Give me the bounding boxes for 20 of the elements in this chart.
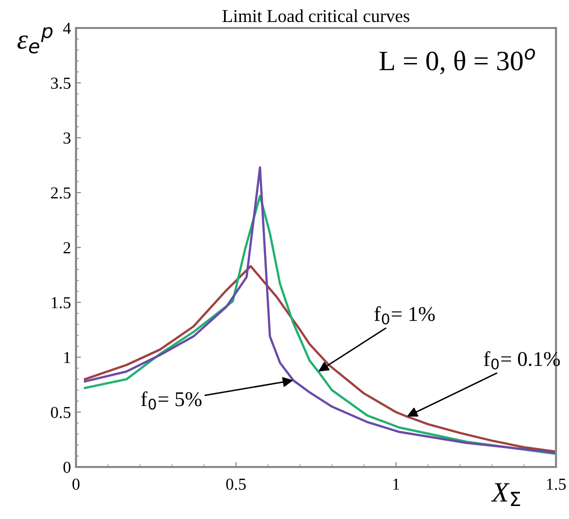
x-tick-label: 1	[393, 478, 400, 490]
x-tick-label: 1.5	[547, 478, 566, 490]
y-tick-label: 4	[63, 22, 71, 34]
annotation: f$_{0}$= 5%	[141, 391, 202, 410]
y-tick-label: 0.5	[50, 406, 70, 418]
annotation: f$_{0}$= 1%	[374, 306, 435, 324]
y-tick-label: 3.5	[51, 78, 70, 89]
x-axis-title: X$_{Σ}$	[490, 483, 520, 506]
x-tick-label: 0.5	[226, 478, 246, 490]
y-tick-label: 0	[63, 462, 71, 473]
chart-title: Limit Load critical curves	[222, 9, 410, 22]
y-tick-label: 1	[64, 352, 70, 364]
y-tick-label: 1.5	[52, 297, 70, 308]
x-tick-label: 0	[72, 478, 80, 490]
annotation: L = 0, θ = 30$^{o}$	[380, 48, 535, 74]
y-tick-label: 2	[64, 242, 70, 254]
annotation: f$_{0}$= 0.1%	[484, 351, 560, 370]
y-tick-label: 3	[64, 132, 70, 144]
y-axis-title: ε$_{e}$$^{p}$	[18, 27, 53, 54]
y-tick-label: 2.5	[51, 187, 70, 199]
